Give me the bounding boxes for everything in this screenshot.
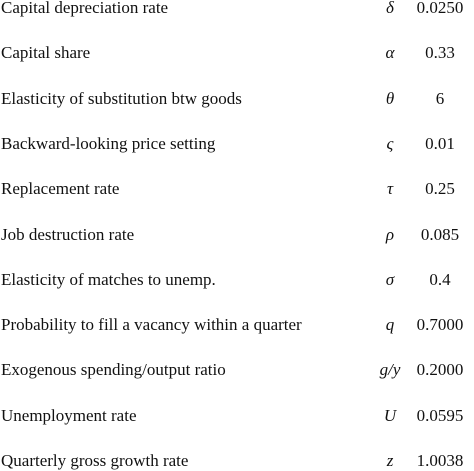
parameter-symbol: δ: [386, 0, 394, 17]
parameter-symbol: q: [385, 315, 395, 335]
parameter-label: Backward-looking price setting: [1, 133, 216, 153]
parameter-label: Probability to fill a vacancy within a q…: [1, 315, 302, 335]
parameter-symbol: α: [385, 43, 395, 63]
parameter-symbol: τ: [386, 179, 394, 199]
parameter-value: 0.4: [429, 269, 451, 289]
parameter-value: 1.0038: [416, 451, 464, 470]
parameter-label: Quarterly gross growth rate: [1, 451, 189, 470]
parameter-label: Replacement rate: [1, 179, 120, 199]
parameter-symbol: U: [383, 405, 397, 425]
parameter-label: Job destruction rate: [1, 224, 135, 244]
parameter-label: Exogenous spending/output ratio: [1, 360, 226, 380]
parameter-value: 0.0595: [416, 405, 464, 425]
parameter-symbol: ς: [386, 133, 394, 153]
parameter-label: Capital depreciation rate: [1, 0, 169, 17]
parameter-symbol: ρ: [385, 224, 395, 244]
parameter-value: 0.01: [425, 133, 455, 153]
parameter-value: 0.7000: [416, 315, 464, 335]
parameter-symbol: θ: [385, 88, 395, 108]
parameter-symbol: σ: [385, 269, 395, 289]
parameter-symbol: g/y: [379, 360, 401, 380]
parameter-label: Unemployment rate: [1, 405, 137, 425]
parameter-value: 0.0250: [416, 0, 464, 17]
parameter-symbol: z: [386, 451, 394, 470]
parameter-value: 0.25: [425, 179, 455, 199]
parameter-label: Capital share: [1, 43, 91, 63]
parameter-label: Elasticity of matches to unemp.: [1, 269, 216, 289]
parameter-value: 0.2000: [416, 360, 464, 380]
parameter-label: Elasticity of substitution btw goods: [1, 88, 242, 108]
parameter-value: 0.085: [420, 224, 460, 244]
parameter-value: 6: [435, 88, 445, 108]
parameter-value: 0.33: [425, 43, 455, 63]
